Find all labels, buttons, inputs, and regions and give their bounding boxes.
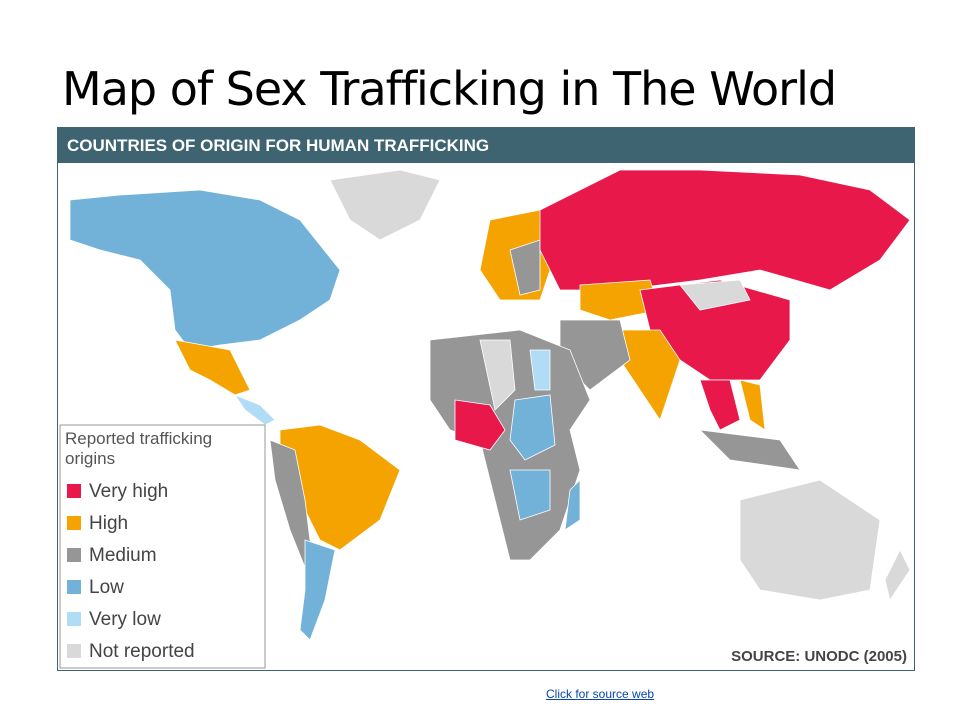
source-link[interactable]: Click for source web bbox=[546, 687, 655, 701]
legend-box bbox=[59, 424, 266, 669]
legend-swatch bbox=[67, 612, 81, 626]
legend-swatch bbox=[67, 580, 81, 594]
legend-label: Very high bbox=[89, 481, 168, 502]
legend-swatch bbox=[67, 516, 81, 530]
legend-swatch bbox=[67, 644, 81, 658]
legend-label: Medium bbox=[89, 545, 157, 566]
legend-label: Low bbox=[89, 577, 124, 598]
map-source: SOURCE: UNODC (2005) bbox=[731, 648, 907, 665]
land bbox=[69, 169, 911, 641]
legend-swatch bbox=[67, 548, 81, 562]
slide-title: Map of Sex Trafficking in The World bbox=[62, 62, 837, 116]
map: COUNTRIES OF ORIGIN FOR HUMAN TRAFFICKIN… bbox=[57, 127, 915, 671]
legend-label: Very low bbox=[89, 609, 161, 630]
map-header: COUNTRIES OF ORIGIN FOR HUMAN TRAFFICKIN… bbox=[67, 136, 489, 155]
legend-label: Not reported bbox=[89, 641, 195, 662]
map-header-bar bbox=[57, 127, 915, 163]
legend: Reported trafficking origins bbox=[59, 424, 266, 669]
legend-swatch bbox=[67, 484, 81, 498]
legend-title: Reported trafficking origins bbox=[65, 429, 212, 468]
legend-label: High bbox=[89, 513, 128, 534]
legend-items: Very high High Medium Low Very low Not report… bbox=[67, 481, 195, 662]
